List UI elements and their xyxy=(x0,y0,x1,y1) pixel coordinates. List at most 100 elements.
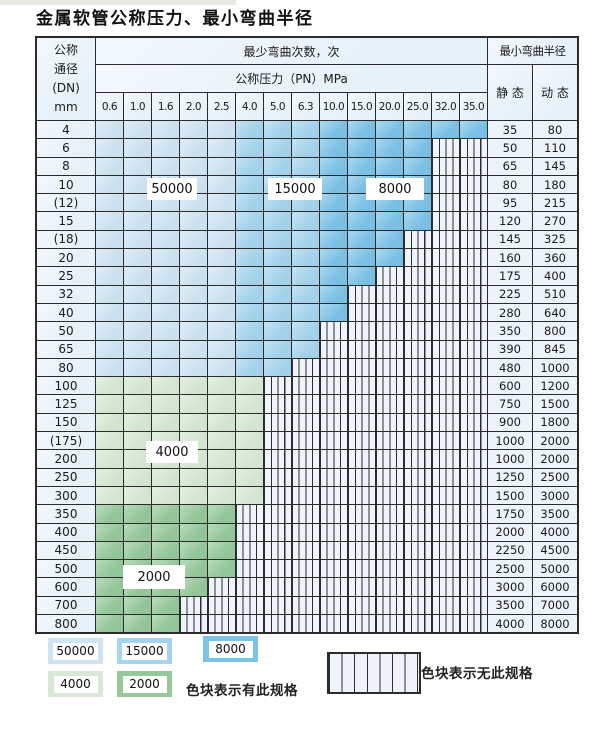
spec-cell-unavailable xyxy=(376,523,403,541)
spec-cell-unavailable xyxy=(320,596,347,615)
spec-cell-unavailable xyxy=(320,560,347,578)
spec-cell-available xyxy=(208,322,235,340)
spec-cell-available xyxy=(96,175,123,194)
spec-cell-unavailable xyxy=(376,358,403,377)
spec-cell-available xyxy=(96,523,123,541)
spec-cell-unavailable xyxy=(292,450,319,468)
spec-cell-available xyxy=(96,468,123,486)
spec-cell-unavailable xyxy=(404,523,431,541)
dn-cell: (175) xyxy=(37,432,95,450)
spec-cell-available xyxy=(208,175,235,194)
spec-cell-unavailable xyxy=(236,505,263,523)
spec-cell-unavailable xyxy=(376,578,403,596)
spec-cell-unavailable xyxy=(460,249,487,267)
spec-cell-unavailable xyxy=(376,303,403,322)
spec-cell-unavailable xyxy=(320,486,347,505)
static-radius-value: 2250 xyxy=(488,541,532,560)
spec-cell-unavailable xyxy=(460,340,487,358)
spec-cell-unavailable xyxy=(404,468,431,486)
legend-swatch-label: 2000 xyxy=(122,675,167,693)
pressure-column-header: 5.0 xyxy=(264,93,291,120)
spec-cell-available xyxy=(320,139,347,157)
spec-cell-available xyxy=(180,505,207,523)
dn-cell: 10 xyxy=(37,175,95,194)
spec-cell-available xyxy=(376,230,403,249)
spec-cell-available xyxy=(96,340,123,358)
spec-cell-available xyxy=(152,505,179,523)
spec-cell-available xyxy=(292,267,319,285)
dynamic-radius-value: 145 xyxy=(533,157,577,175)
spec-cell-available xyxy=(236,249,263,267)
spec-cell-available xyxy=(236,157,263,175)
legend-swatch-label: 4000 xyxy=(53,675,98,693)
spec-cell-available xyxy=(180,578,207,596)
spec-cell-unavailable xyxy=(432,486,459,505)
static-radius-value: 225 xyxy=(488,285,532,303)
spec-cell-unavailable xyxy=(208,578,235,596)
dn-cell: (12) xyxy=(37,194,95,212)
spec-cell-unavailable xyxy=(376,322,403,340)
spec-cell-available xyxy=(376,157,403,175)
spec-cell-unavailable xyxy=(348,505,375,523)
spec-cell-unavailable xyxy=(404,505,431,523)
spec-cell-available xyxy=(124,249,151,267)
dn-cell: 600 xyxy=(37,578,95,596)
spec-cell-available xyxy=(96,358,123,377)
spec-cell-unavailable xyxy=(376,505,403,523)
spec-cell-available xyxy=(208,505,235,523)
spec-cell-unavailable xyxy=(404,340,431,358)
spec-cell-available xyxy=(376,121,403,139)
spec-cell-unavailable xyxy=(292,615,319,633)
header-dn-line: mm xyxy=(54,100,78,115)
spec-cell-available xyxy=(96,139,123,157)
spec-cell-unavailable xyxy=(404,578,431,596)
spec-cell-unavailable xyxy=(320,432,347,450)
spec-cell-available xyxy=(236,450,263,468)
pressure-column-header: 6.3 xyxy=(292,93,319,120)
spec-cell-available xyxy=(96,212,123,230)
legend-swatch-label: 15000 xyxy=(122,642,167,660)
spec-cell-unavailable xyxy=(264,450,291,468)
spec-cell-available xyxy=(96,121,123,139)
spec-cell-unavailable xyxy=(460,450,487,468)
dynamic-radius-value: 1200 xyxy=(533,377,577,395)
spec-cell-unavailable xyxy=(460,303,487,322)
spec-cell-unavailable xyxy=(264,468,291,486)
spec-cell-unavailable xyxy=(320,615,347,633)
spec-cell-unavailable xyxy=(432,230,459,249)
spec-cell-available xyxy=(236,377,263,395)
dn-cell: 50 xyxy=(37,322,95,340)
static-radius-value: 2500 xyxy=(488,560,532,578)
spec-cell-unavailable xyxy=(292,560,319,578)
spec-cell-unavailable xyxy=(292,486,319,505)
spec-cell-unavailable xyxy=(348,486,375,505)
spec-cell-available xyxy=(264,157,291,175)
spec-cell-unavailable xyxy=(460,578,487,596)
spec-cell-available xyxy=(236,468,263,486)
spec-cell-available xyxy=(124,596,151,615)
legend-swatch-15000: 15000 xyxy=(117,638,172,664)
spec-cell-available xyxy=(124,212,151,230)
dn-cell: 300 xyxy=(37,486,95,505)
spec-cell-available xyxy=(236,267,263,285)
dynamic-radius-value: 4000 xyxy=(533,523,577,541)
pressure-column-header: 1.0 xyxy=(124,93,151,120)
spec-cell-unavailable xyxy=(432,303,459,322)
static-radius-value: 1750 xyxy=(488,505,532,523)
spec-cell-unavailable xyxy=(348,303,375,322)
pressure-column-header: 10.0 xyxy=(320,93,347,120)
spec-cell-available xyxy=(208,523,235,541)
dynamic-radius-value: 80 xyxy=(533,121,577,139)
spec-cell-unavailable xyxy=(404,303,431,322)
spec-cell-available xyxy=(124,505,151,523)
spec-cell-unavailable xyxy=(320,450,347,468)
spec-cell-unavailable xyxy=(264,432,291,450)
spec-cell-available xyxy=(152,212,179,230)
spec-cell-available xyxy=(236,413,263,432)
spec-cell-unavailable xyxy=(404,560,431,578)
spec-cell-available xyxy=(96,578,123,596)
spec-cell-unavailable xyxy=(404,541,431,560)
spec-cell-available xyxy=(320,212,347,230)
spec-cell-available xyxy=(264,303,291,322)
spec-cell-unavailable xyxy=(432,212,459,230)
